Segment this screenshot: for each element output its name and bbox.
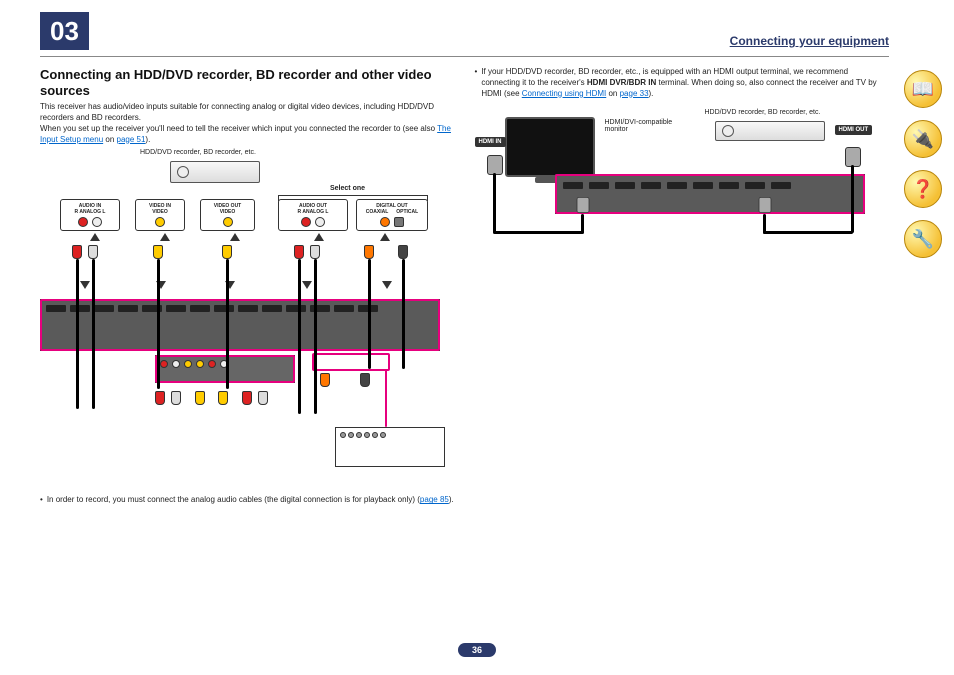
connection-diagram-left: HDD/DVD recorder, BD recorder, etc. AUDI… bbox=[40, 149, 455, 489]
note-text: ). bbox=[649, 89, 654, 98]
device-label: HDD/DVD recorder, BD recorder, etc. bbox=[140, 149, 256, 156]
secondary-panel bbox=[335, 427, 445, 467]
hdmi-panel-highlight bbox=[555, 174, 865, 214]
tv-icon bbox=[505, 117, 595, 177]
intro-text: ). bbox=[145, 135, 150, 144]
device-label-2: HDD/DVD recorder, BD recorder, etc. bbox=[705, 109, 821, 116]
callout-video-out: VIDEO OUT VIDEO bbox=[200, 199, 255, 231]
hdmi-plug bbox=[576, 197, 589, 213]
callout-audio-out: AUDIO OUT R ANALOG L bbox=[278, 199, 348, 231]
intro-text: When you set up the receiver you'll need… bbox=[40, 124, 437, 133]
note-bold: HDMI DVR/BDR IN bbox=[587, 78, 656, 87]
hdmi-row-highlight bbox=[40, 299, 440, 351]
section-heading: Connecting an HDD/DVD recorder, BD recor… bbox=[40, 67, 455, 98]
right-column: • If your HDD/DVD recorder, BD recorder,… bbox=[475, 67, 890, 506]
recorder-device-icon bbox=[170, 161, 260, 183]
hdmi-out-tag: HDMI OUT bbox=[835, 125, 873, 135]
hdmi-diagram: HDMI IN HDMI/DVI-compatible monitor HDD/… bbox=[475, 99, 890, 269]
left-column: Connecting an HDD/DVD recorder, BD recor… bbox=[40, 67, 455, 506]
coax-optical-highlight bbox=[312, 353, 390, 371]
callout-video-in: VIDEO IN VIDEO bbox=[135, 199, 185, 231]
note-record: • In order to record, you must connect t… bbox=[40, 495, 455, 506]
note-text: In order to record, you must connect the… bbox=[47, 495, 420, 504]
recorder-device-icon-2 bbox=[715, 121, 825, 141]
hdmi-plug bbox=[758, 197, 771, 213]
intro-paragraph-1: This receiver has audio/video inputs sui… bbox=[40, 102, 455, 124]
faq-icon[interactable]: ❓ bbox=[904, 170, 942, 208]
page-number: 36 bbox=[458, 643, 496, 657]
header-title: Connecting your equipment bbox=[730, 34, 889, 50]
connections-icon[interactable]: 🔌 bbox=[904, 120, 942, 158]
select-one-label: Select one bbox=[330, 185, 365, 192]
hdmi-plug bbox=[845, 147, 861, 167]
rca-panel-highlight bbox=[155, 355, 295, 383]
callout-audio-in: AUDIO IN R ANALOG L bbox=[60, 199, 120, 231]
hdmi-plug bbox=[487, 155, 503, 175]
connecting-hdmi-link[interactable]: Connecting using HDMI bbox=[522, 89, 606, 98]
manual-icon[interactable]: 📖 bbox=[904, 70, 942, 108]
hdmi-in-tag: HDMI IN bbox=[475, 137, 506, 147]
page-51-link[interactable]: page 51 bbox=[117, 135, 146, 144]
page-85-link[interactable]: page 85 bbox=[420, 495, 449, 504]
intro-paragraph-2: When you set up the receiver you'll need… bbox=[40, 124, 455, 146]
callout-digital-out: DIGITAL OUT COAXIALOPTICAL bbox=[356, 199, 428, 231]
monitor-label: HDMI/DVI-compatible monitor bbox=[605, 119, 675, 133]
settings-icon[interactable]: 🔧 bbox=[904, 220, 942, 258]
note-text: ). bbox=[449, 495, 454, 504]
intro-text: on bbox=[103, 135, 116, 144]
side-nav-icons: 📖 🔌 ❓ 🔧 bbox=[904, 70, 942, 258]
note-text: on bbox=[606, 89, 619, 98]
page-33-link[interactable]: page 33 bbox=[620, 89, 649, 98]
hdmi-recommend-note: • If your HDD/DVD recorder, BD recorder,… bbox=[475, 67, 890, 99]
chapter-number: 03 bbox=[40, 12, 89, 50]
